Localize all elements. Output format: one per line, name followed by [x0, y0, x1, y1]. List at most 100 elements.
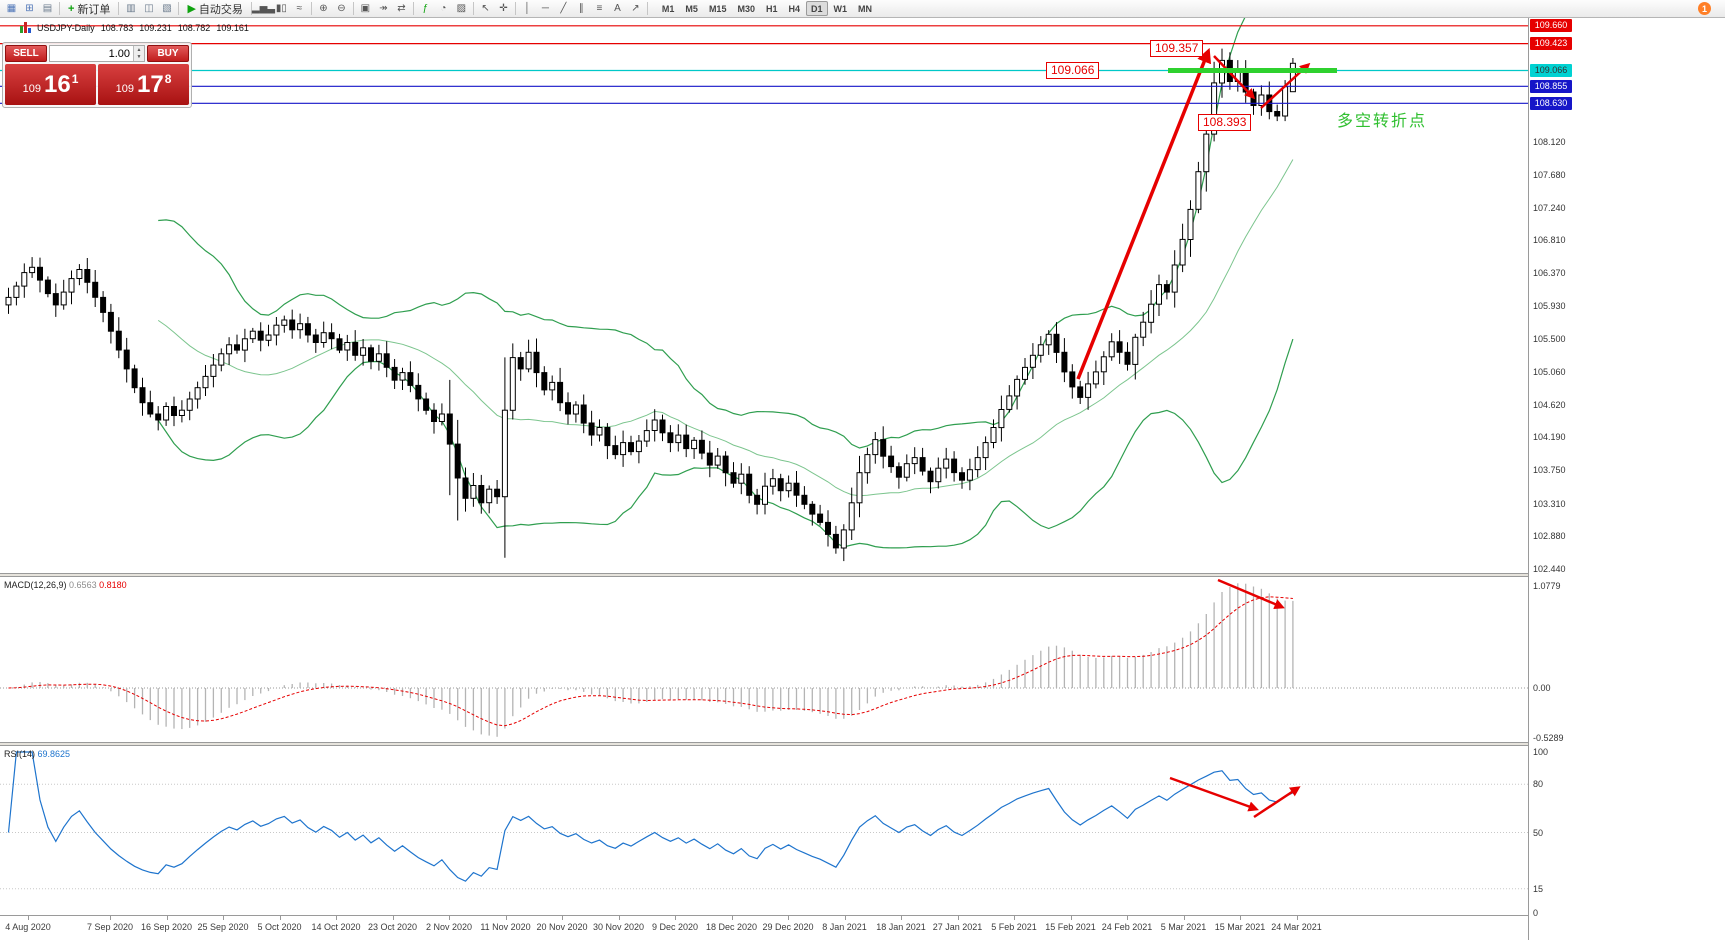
- chart-window: USDJPY-Daily 108.783 109.231 108.782 109…: [0, 18, 1572, 940]
- pullback-price-label[interactable]: 108.393: [1198, 114, 1252, 131]
- panel-separator[interactable]: [0, 573, 1572, 577]
- price-level-marker: 108.630: [1530, 96, 1572, 110]
- notification-badge[interactable]: 1: [1698, 2, 1711, 15]
- price-level-marker: 109.066: [1530, 63, 1572, 77]
- date-label: 8 Jan 2021: [822, 922, 867, 932]
- price-scale-label: 107.240: [1533, 202, 1566, 213]
- toolbar: ▦ ⊞ ▤ + 新订单 ▥ ◫ ▧ ▶ 自动交易 ▂▅▃ ▮▯ ≈ ⊕ ⊖ ▣ ↠ ⇄ ƒ ◔ ▨ ↖ ✛ │ ─ ╱ ∥ ≡ A ↗ M1…: [0, 0, 1725, 18]
- macd-indicator[interactable]: [0, 577, 1528, 742]
- date-label: 5 Oct 2020: [257, 922, 302, 932]
- date-label: 18 Jan 2021: [876, 922, 926, 932]
- time-scale[interactable]: 4 Aug 2020 7 Sep 2020 16 Sep 2020 25 Sep 20…: [0, 916, 1572, 940]
- time-tick: [1127, 916, 1128, 920]
- buy-button[interactable]: BUY: [147, 45, 189, 62]
- templates-icon[interactable]: ▨: [456, 2, 467, 14]
- buy-price-button[interactable]: 109 17 8: [98, 64, 189, 105]
- rsi-scale-label: 0: [1533, 908, 1539, 918]
- new-order-button[interactable]: + 新订单: [63, 1, 115, 16]
- time-tick: [788, 916, 789, 920]
- time-tick: [449, 916, 450, 920]
- timeframe-mn[interactable]: MN: [858, 3, 873, 14]
- line-chart-icon[interactable]: ≈: [296, 2, 303, 14]
- time-axis-separator: [0, 915, 1572, 916]
- sell-button[interactable]: SELL: [5, 45, 47, 62]
- date-label: 4 Aug 2020: [5, 922, 51, 932]
- chart-shift-icon[interactable]: ⇄: [397, 2, 406, 14]
- zoom-out-icon[interactable]: ⊖: [337, 2, 346, 14]
- green-trendline[interactable]: [1168, 68, 1337, 73]
- chart-window-icon[interactable]: ▦: [6, 2, 17, 14]
- timeframe-d1[interactable]: D1: [806, 1, 828, 16]
- data-window-icon[interactable]: ◫: [144, 2, 154, 14]
- toolbar-separator: [59, 2, 60, 15]
- macd-main-value: 0.6563: [69, 580, 97, 590]
- trendline-icon[interactable]: ╱: [560, 2, 567, 14]
- crosshair-icon[interactable]: ✛: [499, 2, 508, 14]
- turning-point-text[interactable]: 多空转折点: [1337, 113, 1428, 130]
- zoom-in-icon[interactable]: ⊕: [319, 2, 328, 14]
- candlestick-chart[interactable]: [0, 18, 1528, 573]
- cursor-icon[interactable]: ↖: [481, 2, 490, 14]
- market-watch-icon[interactable]: ▥: [126, 2, 136, 14]
- date-label: 5 Feb 2021: [991, 922, 1037, 932]
- buy-price-prefix: 109: [115, 82, 134, 95]
- date-label: 27 Jan 2021: [932, 922, 983, 932]
- timeframe-h4[interactable]: H4: [788, 3, 800, 14]
- sell-price-prefix: 109: [22, 82, 41, 95]
- rsi-header: RSI(14) 69.8625: [4, 749, 70, 759]
- channel-icon[interactable]: ∥: [578, 2, 584, 14]
- panel-separator[interactable]: [0, 742, 1572, 746]
- date-label: 16 Sep 2020: [140, 922, 193, 932]
- timeframe-m15[interactable]: M15: [708, 3, 727, 14]
- peak-price-label[interactable]: 109.357: [1150, 40, 1204, 57]
- tile-windows-icon[interactable]: ▣: [360, 2, 371, 14]
- timeframe-m30[interactable]: M30: [737, 3, 755, 14]
- macd-signal-value: 0.8180: [99, 580, 127, 590]
- price-scale-label: 105.060: [1533, 366, 1566, 377]
- sell-price-button[interactable]: 109 16 1: [5, 64, 96, 105]
- fibonacci-icon[interactable]: ≡: [596, 2, 603, 14]
- hline-icon[interactable]: ─: [541, 2, 549, 14]
- navigator-icon[interactable]: ▧: [162, 2, 172, 14]
- arrows-icon[interactable]: ↗: [631, 2, 640, 14]
- toolbar-separator: [310, 2, 312, 15]
- volume-down-icon[interactable]: ▼: [134, 53, 144, 61]
- price-scale-label: 103.310: [1533, 498, 1566, 509]
- level-price-label[interactable]: 109.066: [1046, 62, 1100, 79]
- time-tick: [1183, 916, 1185, 920]
- date-label: 23 Oct 2020: [367, 922, 418, 932]
- timeframe-m5[interactable]: M5: [685, 3, 698, 14]
- time-tick: [336, 916, 337, 920]
- price-level-marker: 109.423: [1530, 37, 1572, 51]
- time-tick: [505, 916, 507, 920]
- volume-value[interactable]: 1.00: [108, 47, 130, 60]
- bar-chart-icon[interactable]: ▂▅▃: [251, 2, 275, 14]
- time-tick: [1070, 916, 1072, 920]
- toolbar-separator: [352, 2, 354, 15]
- text-icon[interactable]: A: [614, 2, 621, 14]
- vline-icon[interactable]: │: [524, 2, 531, 14]
- profiles-icon[interactable]: ▤: [42, 2, 53, 14]
- indicators-icon[interactable]: ƒ: [422, 2, 429, 14]
- auto-scroll-icon[interactable]: ↠: [379, 2, 388, 14]
- macd-scale-label: -0.5289: [1533, 733, 1564, 744]
- new-chart-icon[interactable]: ⊞: [25, 2, 34, 14]
- buy-price-big: 17: [136, 70, 164, 98]
- price-scale[interactable]: 108.120 107.680 107.240 106.810 106.370 105.9…: [1528, 18, 1572, 940]
- candle-chart-icon[interactable]: ▮▯: [275, 2, 287, 14]
- price-scale-label: 105.500: [1533, 333, 1566, 344]
- rsi-indicator[interactable]: [0, 746, 1528, 915]
- date-label: 18 Dec 2020: [705, 922, 758, 932]
- timeframe-w1[interactable]: W1: [833, 3, 848, 14]
- autotrading-button-label: 自动交易: [198, 3, 243, 16]
- volume-up-icon[interactable]: ▲: [134, 46, 144, 54]
- time-tick: [166, 916, 168, 920]
- periods-icon[interactable]: ◔: [440, 2, 447, 14]
- volume-field[interactable]: 1.00 ▲ ▼: [49, 45, 145, 62]
- toolbar-separator: [472, 2, 474, 15]
- autotrading-button[interactable]: ▶ 自动交易: [182, 1, 247, 16]
- ohlc-high: 109.231: [139, 22, 172, 33]
- timeframe-m1[interactable]: M1: [661, 3, 675, 14]
- price-scale-label: 108.120: [1533, 136, 1566, 147]
- timeframe-h1[interactable]: H1: [765, 3, 778, 14]
